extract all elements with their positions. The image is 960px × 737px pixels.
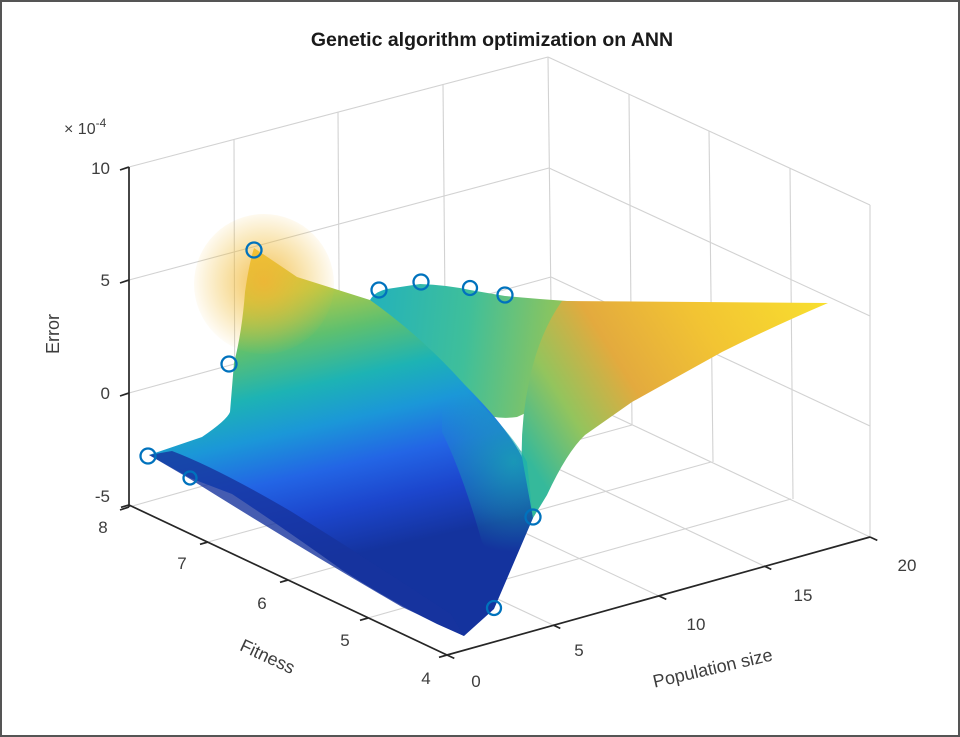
- data-marker: [524, 508, 542, 526]
- surface-dark-ridge: [149, 451, 464, 636]
- fitness-tick: 5: [340, 631, 349, 650]
- data-marker: [461, 279, 479, 297]
- data-marker: [485, 599, 503, 617]
- data-point-markers: [139, 241, 542, 617]
- population-tick: 15: [794, 586, 813, 605]
- axis-lines: [119, 166, 878, 660]
- fitness-tick: 7: [177, 554, 186, 573]
- z-tick: 5: [101, 271, 110, 290]
- data-marker: [412, 273, 430, 291]
- z-tick: 10: [91, 159, 110, 178]
- z-axis-label: Error: [43, 314, 63, 354]
- fitness-tick: 8: [98, 518, 107, 537]
- z-axis-exponent: × 10-4: [64, 116, 107, 138]
- surface-teal-sheen: [442, 372, 533, 577]
- data-marker: [496, 286, 514, 304]
- z-tick: -5: [95, 487, 110, 506]
- surface-right-wedge: [521, 301, 828, 518]
- population-axis-line: [446, 536, 871, 656]
- population-tick: 5: [574, 641, 583, 660]
- population-tick: 0: [471, 672, 480, 691]
- fitness-tick: 6: [257, 594, 266, 613]
- population-tick: 10: [687, 615, 706, 634]
- z-tick-labels: 10 5 0 -5: [91, 159, 110, 506]
- population-tick: 20: [898, 556, 917, 575]
- z-tick: 0: [101, 384, 110, 403]
- data-marker: [139, 447, 157, 465]
- data-marker: [182, 470, 198, 486]
- fitness-tick-labels: 8 7 6 5 4: [98, 518, 430, 688]
- chart-title: Genetic algorithm optimization on ANN: [311, 29, 673, 51]
- population-tick-labels: 0 5 10 15 20: [471, 556, 916, 691]
- fitness-axis-label: Fitness: [237, 635, 298, 678]
- surface: [149, 214, 828, 636]
- fitness-tick: 4: [421, 669, 430, 688]
- population-axis-label: Population size: [651, 645, 774, 692]
- data-marker: [370, 281, 388, 299]
- surface-peak-glow: [194, 214, 334, 354]
- data-marker: [220, 355, 238, 373]
- data-marker: [245, 241, 263, 259]
